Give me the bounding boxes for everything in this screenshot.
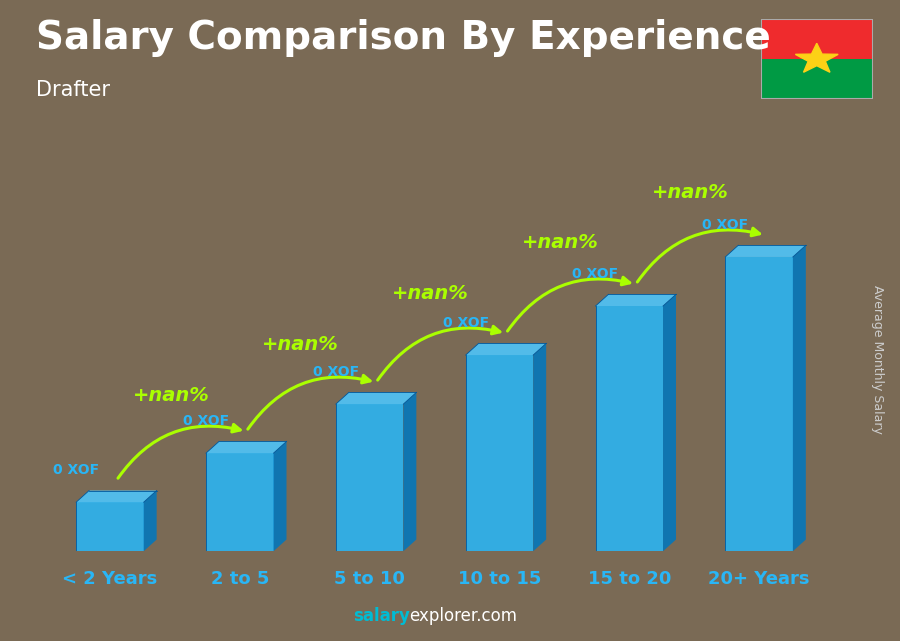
Text: Drafter: Drafter [36,80,110,100]
Polygon shape [725,246,806,257]
Text: < 2 Years: < 2 Years [62,570,158,588]
Text: +nan%: +nan% [132,386,210,404]
Polygon shape [596,294,676,306]
Text: 0 XOF: 0 XOF [443,316,489,330]
Text: 20+ Years: 20+ Years [708,570,810,588]
Polygon shape [796,44,838,72]
Text: 10 to 15: 10 to 15 [458,570,541,588]
Polygon shape [336,404,403,551]
Polygon shape [336,392,417,404]
Polygon shape [663,294,676,551]
Bar [760,60,873,99]
Text: +nan%: +nan% [392,284,469,303]
Polygon shape [206,453,274,551]
Text: Average Monthly Salary: Average Monthly Salary [871,285,884,433]
Polygon shape [403,392,417,551]
Polygon shape [596,306,663,551]
Text: 0 XOF: 0 XOF [183,414,230,428]
Polygon shape [725,257,793,551]
Text: salary: salary [353,607,410,625]
Polygon shape [533,344,546,551]
Bar [760,19,873,60]
Text: 0 XOF: 0 XOF [53,463,99,477]
Polygon shape [274,442,286,551]
Text: 0 XOF: 0 XOF [702,218,749,232]
Polygon shape [76,502,144,551]
Polygon shape [793,246,806,551]
Text: 0 XOF: 0 XOF [313,365,359,379]
Polygon shape [465,355,533,551]
Polygon shape [465,344,546,355]
Text: +nan%: +nan% [522,233,599,253]
Text: explorer.com: explorer.com [410,607,518,625]
Text: 15 to 20: 15 to 20 [588,570,670,588]
Text: 5 to 10: 5 to 10 [334,570,405,588]
Text: +nan%: +nan% [263,335,339,354]
Text: +nan%: +nan% [652,183,729,202]
Text: Salary Comparison By Experience: Salary Comparison By Experience [36,19,770,57]
Polygon shape [144,490,157,551]
Polygon shape [76,490,157,502]
Text: 0 XOF: 0 XOF [572,267,618,281]
Polygon shape [206,442,286,453]
Text: 2 to 5: 2 to 5 [211,570,269,588]
